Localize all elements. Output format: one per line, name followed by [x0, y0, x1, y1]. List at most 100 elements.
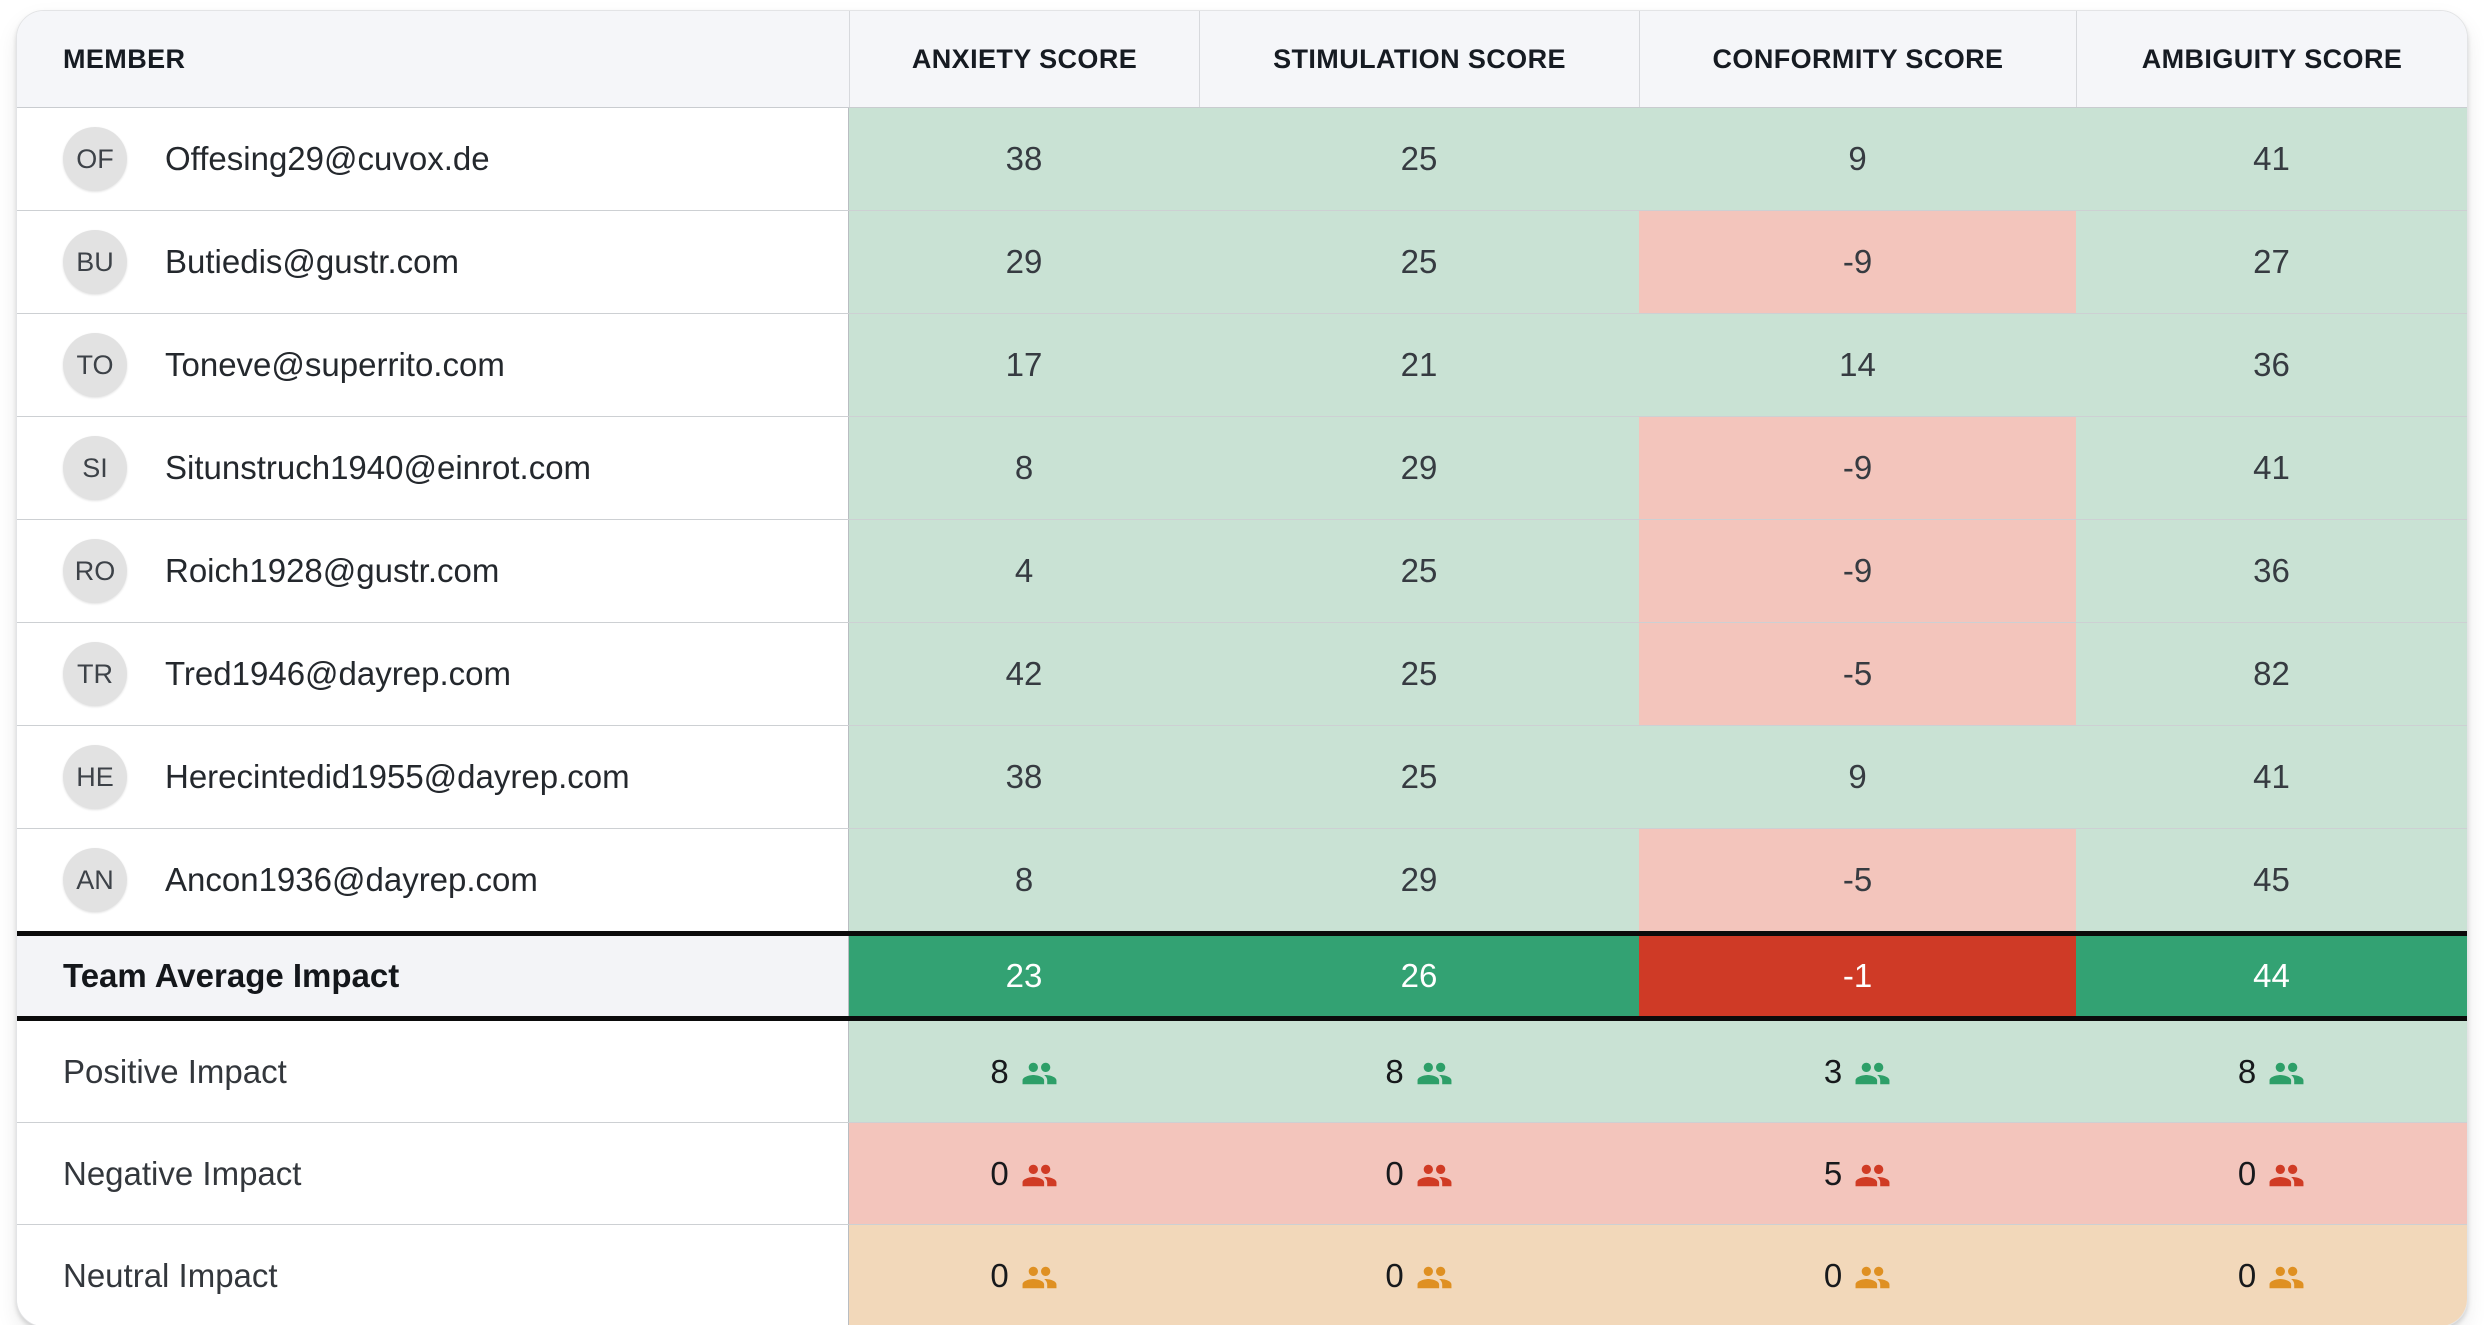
team-average-cell: 44	[2076, 936, 2467, 1016]
member-email: Toneve@superrito.com	[165, 346, 505, 383]
member-email: Herecintedid1955@dayrep.com	[165, 758, 630, 795]
impact-count-cell: 0	[1199, 1123, 1639, 1224]
score-value: 25	[1400, 552, 1438, 589]
score-cell: 8	[849, 829, 1199, 931]
member-email: Offesing29@cuvox.de	[165, 140, 490, 177]
score-value: -5	[1842, 861, 1873, 898]
people-icon	[1417, 1266, 1452, 1289]
negative-impact-label: Negative Impact	[17, 1123, 849, 1224]
impact-count-cell: 0	[849, 1123, 1199, 1224]
score-value: 42	[1005, 655, 1043, 692]
table-row: AN Ancon1936@dayrep.com 8 29 -5 45	[17, 828, 2467, 931]
score-value: 36	[2253, 552, 2290, 589]
table-row: OF Offesing29@cuvox.de 38 25 9 41	[17, 108, 2467, 210]
column-header-ambiguity: AMBIGUITY SCORE	[2076, 11, 2467, 107]
score-value: 9	[1848, 758, 1867, 795]
score-cell: 41	[2076, 108, 2467, 210]
score-value: 82	[2253, 655, 2290, 692]
score-cell: 41	[2076, 417, 2467, 519]
score-cell: 9	[1639, 108, 2076, 210]
score-value: 29	[1005, 243, 1043, 280]
impact-count: 8	[990, 1052, 1009, 1090]
positive-impact-row: Positive Impact 8 8 3 8	[17, 1021, 2467, 1122]
column-header-stimulation: STIMULATION SCORE	[1199, 11, 1639, 107]
score-cell: 25	[1199, 726, 1639, 828]
score-cell: 25	[1199, 520, 1639, 622]
team-average-row: Team Average Impact 23 26 -1 44	[17, 931, 2467, 1021]
score-cell: 27	[2076, 211, 2467, 313]
score-value: -5	[1842, 655, 1873, 692]
impact-count-cell: 0	[1199, 1225, 1639, 1325]
impact-count-cell: 0	[1639, 1225, 2076, 1325]
impact-count: 5	[1823, 1154, 1843, 1192]
impact-count: 0	[1385, 1256, 1404, 1294]
impact-count: 0	[2237, 1154, 2257, 1192]
score-cell: 9	[1639, 726, 2076, 828]
score-value: -9	[1842, 449, 1873, 486]
positive-impact-label: Positive Impact	[17, 1021, 849, 1122]
impact-rows: Positive Impact 8 8 3 8 Negative Impact 0 0 5 0 Ne…	[17, 1021, 2467, 1325]
team-average-cell: 26	[1199, 936, 1639, 1016]
member-cell: OF Offesing29@cuvox.de	[17, 108, 849, 210]
score-value: 8	[1014, 861, 1034, 898]
score-cell: -5	[1639, 829, 2076, 931]
score-cell: -9	[1639, 520, 2076, 622]
score-cell: 29	[1199, 417, 1639, 519]
score-cell: 29	[1199, 829, 1639, 931]
impact-count: 8	[2237, 1052, 2257, 1090]
neutral-impact-label: Neutral Impact	[17, 1225, 849, 1325]
column-header-member: MEMBER	[63, 43, 186, 74]
score-cell: -9	[1639, 211, 2076, 313]
score-value: 38	[1005, 140, 1043, 177]
impact-count: 0	[2237, 1256, 2257, 1294]
impact-count-cell: 3	[1639, 1021, 2076, 1122]
avatar: RO	[63, 539, 127, 603]
member-rows: OF Offesing29@cuvox.de 38 25 9 41 BU Butiedis@g…	[17, 108, 2467, 931]
score-cell: 41	[2076, 726, 2467, 828]
score-value: 36	[2253, 346, 2290, 383]
impact-count-cell: 8	[2076, 1021, 2467, 1122]
people-icon	[1417, 1164, 1452, 1187]
score-value: 41	[2253, 140, 2290, 177]
table-header-row: MEMBER ANXIETY SCORE STIMULATION SCORE C…	[17, 11, 2467, 108]
member-cell: TO Toneve@superrito.com	[17, 314, 849, 416]
score-value: 17	[1005, 346, 1043, 383]
score-value: 41	[2253, 758, 2290, 795]
people-icon	[1022, 1164, 1057, 1187]
table-row: HE Herecintedid1955@dayrep.com 38 25 9 41	[17, 725, 2467, 828]
score-value: 21	[1400, 346, 1438, 383]
people-icon	[1855, 1062, 1890, 1085]
impact-count: 0	[1823, 1256, 1843, 1294]
team-average-cell: 23	[849, 936, 1199, 1016]
score-cell: 25	[1199, 211, 1639, 313]
score-cell: 38	[849, 108, 1199, 210]
member-email: Tred1946@dayrep.com	[165, 655, 511, 692]
score-value: 29	[1400, 861, 1438, 898]
team-average-value: 26	[1400, 957, 1438, 994]
member-cell: BU Butiedis@gustr.com	[17, 211, 849, 313]
table-row: TR Tred1946@dayrep.com 42 25 -5 82	[17, 622, 2467, 725]
score-cell: 38	[849, 726, 1199, 828]
score-cell: 29	[849, 211, 1199, 313]
score-cell: 17	[849, 314, 1199, 416]
impact-count-cell: 0	[849, 1225, 1199, 1325]
column-header-anxiety: ANXIETY SCORE	[849, 11, 1199, 107]
score-value: 8	[1014, 449, 1034, 486]
people-icon	[1022, 1266, 1057, 1289]
column-header-conformity: CONFORMITY SCORE	[1639, 11, 2076, 107]
team-average-label: Team Average Impact	[17, 936, 849, 1016]
table-row: SI Situnstruch1940@einrot.com 8 29 -9 41	[17, 416, 2467, 519]
score-cell: 36	[2076, 520, 2467, 622]
score-value: 25	[1400, 243, 1438, 280]
score-cell: 21	[1199, 314, 1639, 416]
score-cell: -9	[1639, 417, 2076, 519]
member-email: Situnstruch1940@einrot.com	[165, 449, 592, 486]
score-value: 9	[1848, 140, 1867, 177]
table-row: TO Toneve@superrito.com 17 21 14 36	[17, 313, 2467, 416]
team-average-cell: -1	[1639, 936, 2076, 1016]
score-value: 41	[2253, 449, 2290, 486]
team-scores-table: MEMBER ANXIETY SCORE STIMULATION SCORE C…	[16, 10, 2468, 1325]
avatar: AN	[63, 848, 127, 912]
score-value: -9	[1842, 243, 1873, 280]
score-cell: -5	[1639, 623, 2076, 725]
